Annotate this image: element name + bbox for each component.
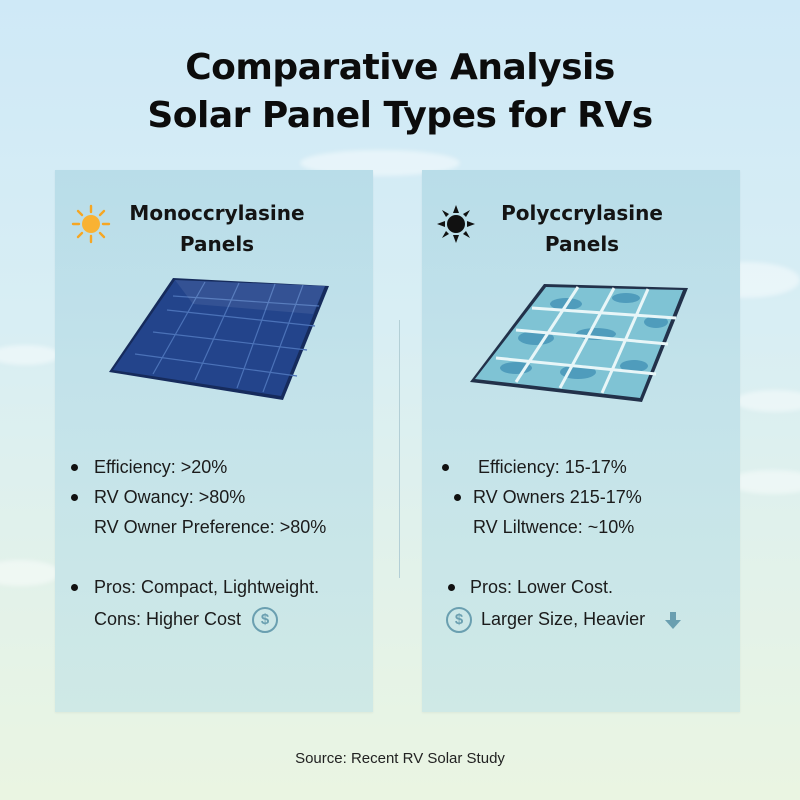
polycrystalline-panel-image	[470, 284, 688, 402]
card-heading-line1: Polyccrylasine	[501, 201, 663, 225]
page-title: Comparative Analysis Solar Panel Types f…	[0, 44, 800, 140]
card-heading-line2: Panels	[544, 232, 620, 256]
bullet	[71, 494, 78, 501]
stat-row: RV Liltwence: ~10%	[442, 512, 740, 542]
background-cloud	[735, 390, 800, 412]
sun-icon	[71, 204, 111, 244]
stat-text: RV Owner Preference: >80%	[94, 517, 327, 537]
monocrystalline-stats: Efficiency: >20% RV Owancy: >80% RV Owne…	[71, 452, 371, 542]
cons-label: Cons: Higher Cost	[94, 609, 242, 629]
polycrystalline-card: Polyccrylasine Panels Efficiency: 15-17%	[422, 170, 740, 712]
background-cloud	[728, 470, 800, 494]
monocrystalline-card: Monoccrylasine Panels Efficiency: >20% R…	[55, 170, 373, 712]
stat-text: RV Owancy: >80%	[94, 487, 246, 507]
monocrystalline-panel-image	[109, 278, 329, 400]
card-heading-line2: Panels	[179, 232, 255, 256]
stat-text: RV Liltwence: ~10%	[473, 517, 635, 537]
black-sun-icon	[437, 205, 475, 243]
page-title-line1: Comparative Analysis	[185, 47, 615, 88]
card-heading: Polyccrylasine Panels	[472, 198, 692, 260]
page-title-line2: Solar Panel Types for RVs	[147, 95, 653, 136]
monocrystalline-pros-cons: Pros: Compact, Lightweight. Cons: Higher…	[71, 572, 371, 634]
divider	[399, 320, 400, 578]
bullet	[71, 464, 78, 471]
card-heading-line1: Monoccrylasine	[129, 201, 305, 225]
stat-row: Efficiency: 15-17%	[442, 452, 740, 482]
bullet	[454, 494, 461, 501]
stat-row: RV Owner Preference: >80%	[71, 512, 371, 542]
stat-row: RV Owancy: >80%	[71, 482, 371, 512]
stat-row: RV Owners 215-17%	[442, 482, 740, 512]
card-heading: Monoccrylasine Panels	[107, 198, 327, 260]
stat-text: RV Owners 215-17%	[473, 487, 642, 507]
bullet	[442, 464, 449, 471]
cons-row: Cons: Higher Cost $	[71, 604, 371, 634]
background-cloud	[0, 345, 60, 365]
cons-text: $ Larger Size, Heavier	[446, 604, 682, 634]
dollar-icon: $	[446, 607, 472, 634]
background-cloud	[0, 560, 60, 586]
pros-text: Pros: Lower Cost.	[470, 577, 614, 597]
dollar-icon: $	[252, 607, 279, 634]
source-note: Source: Recent RV Solar Study	[295, 750, 505, 767]
pros-text: Pros: Compact, Lightweight.	[94, 577, 320, 597]
pros-row: Pros: Lower Cost.	[448, 572, 740, 602]
bullet	[448, 584, 455, 591]
cons-text: Cons: Higher Cost $	[94, 604, 279, 634]
pros-row: Pros: Compact, Lightweight.	[71, 572, 371, 602]
cons-label: Larger Size, Heavier	[481, 609, 646, 629]
down-arrow-icon	[665, 612, 682, 630]
stat-row: Efficiency: >20%	[71, 452, 371, 482]
stat-text: Efficiency: 15-17%	[478, 457, 627, 477]
bullet	[71, 584, 78, 591]
polycrystalline-stats: Efficiency: 15-17% RV Owners 215-17% RV …	[442, 452, 740, 542]
stat-text: Efficiency: >20%	[94, 457, 228, 477]
polycrystalline-pros-cons: Pros: Lower Cost. $ Larger Size, Heavier	[446, 572, 740, 634]
cons-row: $ Larger Size, Heavier	[446, 604, 740, 634]
